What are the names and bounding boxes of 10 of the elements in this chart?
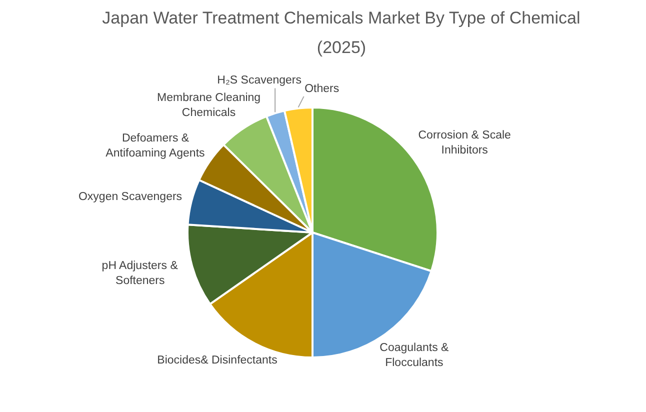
slice-label: Corrosion & Scale Inhibitors	[418, 130, 511, 157]
slice-label: Oxygen Scavengers	[78, 191, 182, 204]
slice-label: Biocides& Disinfectants	[157, 354, 278, 367]
slice-label: Others	[304, 82, 340, 95]
slice-label: pH Adjusters & Softeners	[102, 260, 178, 288]
slice-label: Coagulants & Flocculants	[380, 342, 450, 369]
slice-label: Defoamers & Antifoaming Agents	[106, 132, 206, 160]
slice-label: Membrane Cleaning Chemicals	[157, 92, 261, 120]
slice-label: H₂S Scavengers	[217, 74, 302, 87]
chart-title: Japan Water Treatment Chemicals Market By Type of Chemical (2025)	[102, 8, 580, 57]
